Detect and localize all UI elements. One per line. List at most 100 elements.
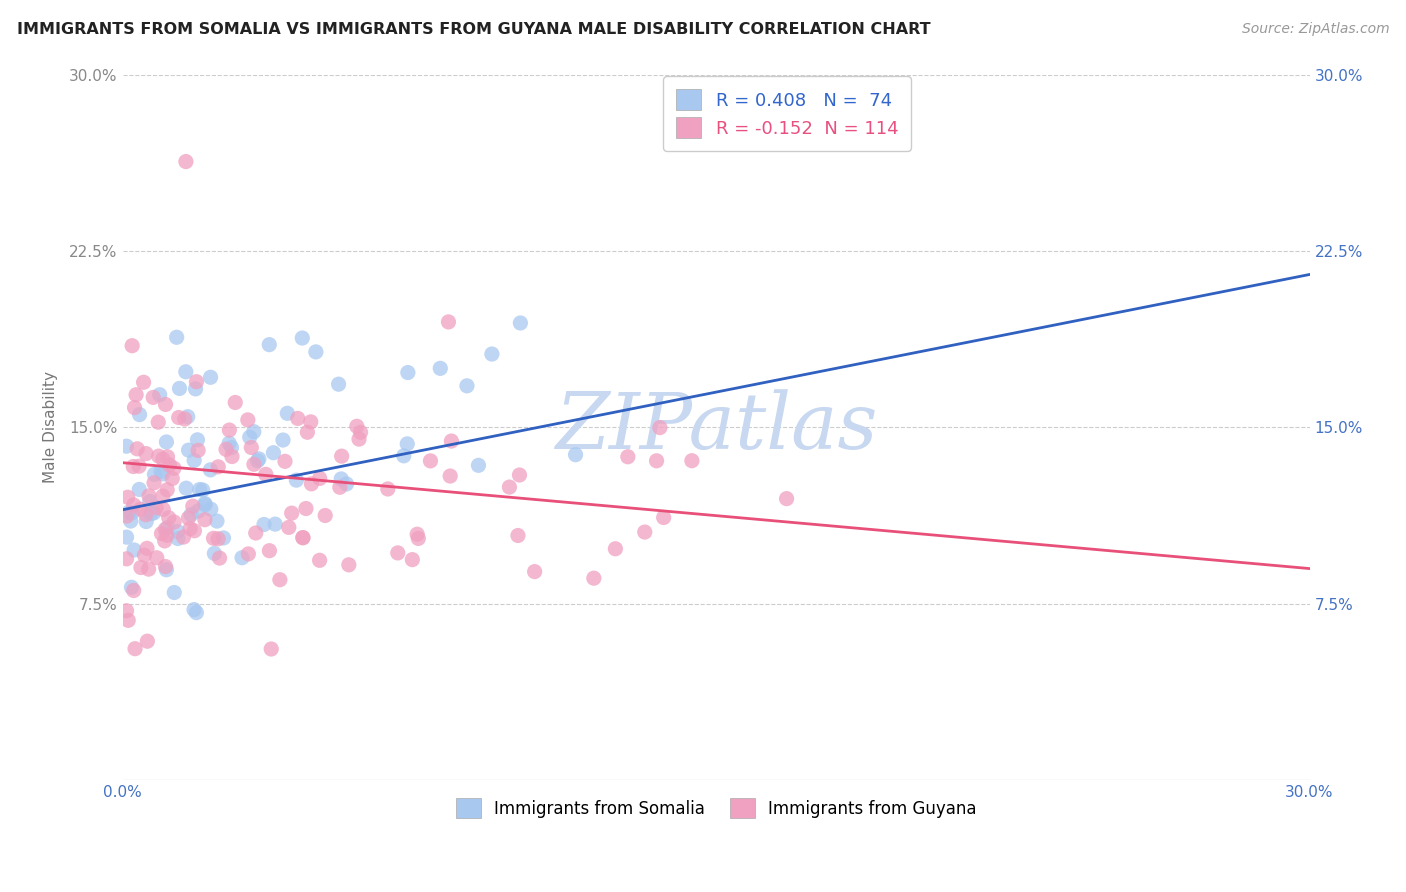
Point [231, 550, 253, 565]
Point [128, 459, 150, 474]
Point [186, 375, 208, 389]
Point [202, 531, 225, 545]
Point [509, 316, 531, 330]
Point [155, 522, 177, 536]
Point [247, 451, 270, 466]
Point [377, 482, 399, 496]
Point [194, 498, 217, 512]
Point [143, 475, 166, 490]
Point [122, 543, 145, 558]
Point [221, 450, 243, 464]
Point [173, 530, 195, 544]
Point [295, 501, 318, 516]
Point [259, 543, 281, 558]
Point [181, 499, 204, 513]
Point [115, 604, 138, 618]
Point [152, 452, 174, 467]
Point [194, 497, 217, 511]
Text: IMMIGRANTS FROM SOMALIA VS IMMIGRANTS FROM GUYANA MALE DISABILITY CORRELATION CH: IMMIGRANTS FROM SOMALIA VS IMMIGRANTS FR… [17, 22, 931, 37]
Point [167, 410, 190, 425]
Point [246, 454, 269, 468]
Point [200, 463, 222, 477]
Point [218, 436, 240, 450]
Point [328, 377, 350, 392]
Point [212, 531, 235, 545]
Point [645, 454, 668, 468]
Point [194, 513, 217, 527]
Point [174, 365, 197, 379]
Point [419, 454, 441, 468]
Point [215, 442, 238, 457]
Point [125, 388, 148, 402]
Point [183, 453, 205, 467]
Text: ZIPatlas: ZIPatlas [555, 389, 877, 466]
Point [128, 483, 150, 497]
Point [605, 541, 627, 556]
Point [167, 532, 190, 546]
Point [440, 434, 463, 448]
Point [506, 528, 529, 542]
Point [314, 508, 336, 523]
Point [337, 558, 360, 572]
Point [439, 469, 461, 483]
Point [276, 406, 298, 420]
Point [136, 541, 159, 556]
Point [121, 506, 143, 520]
Point [481, 347, 503, 361]
Point [188, 483, 211, 497]
Point [191, 483, 214, 497]
Point [124, 641, 146, 656]
Point [330, 472, 353, 486]
Point [152, 489, 174, 503]
Point [349, 425, 371, 440]
Point [149, 465, 172, 479]
Point [335, 477, 357, 491]
Point [135, 447, 157, 461]
Point [287, 411, 309, 425]
Point [138, 562, 160, 576]
Point [291, 531, 314, 545]
Point [163, 461, 186, 475]
Point [153, 533, 176, 548]
Point [254, 467, 277, 482]
Text: Source: ZipAtlas.com: Source: ZipAtlas.com [1241, 22, 1389, 37]
Point [115, 509, 138, 524]
Point [523, 565, 546, 579]
Point [156, 528, 179, 542]
Point [139, 507, 162, 521]
Point [437, 315, 460, 329]
Point [245, 526, 267, 541]
Point [187, 504, 209, 518]
Point [177, 409, 200, 424]
Point [155, 397, 177, 411]
Point [239, 430, 262, 444]
Point [346, 419, 368, 434]
Point [135, 515, 157, 529]
Point [120, 514, 142, 528]
Point [179, 522, 201, 536]
Point [159, 458, 181, 472]
Point [291, 331, 314, 345]
Point [429, 361, 451, 376]
Point [156, 483, 179, 497]
Point [387, 546, 409, 560]
Point [200, 502, 222, 516]
Point [253, 517, 276, 532]
Point [135, 508, 157, 522]
Point [184, 382, 207, 396]
Point [617, 450, 640, 464]
Point [285, 473, 308, 487]
Point [174, 481, 197, 495]
Point [152, 467, 174, 481]
Point [139, 494, 162, 508]
Point [243, 425, 266, 439]
Point [259, 337, 281, 351]
Point [221, 441, 243, 455]
Point [173, 412, 195, 426]
Point [142, 391, 165, 405]
Point [138, 489, 160, 503]
Point [498, 480, 520, 494]
Point [166, 524, 188, 539]
Point [330, 449, 353, 463]
Point [236, 413, 259, 427]
